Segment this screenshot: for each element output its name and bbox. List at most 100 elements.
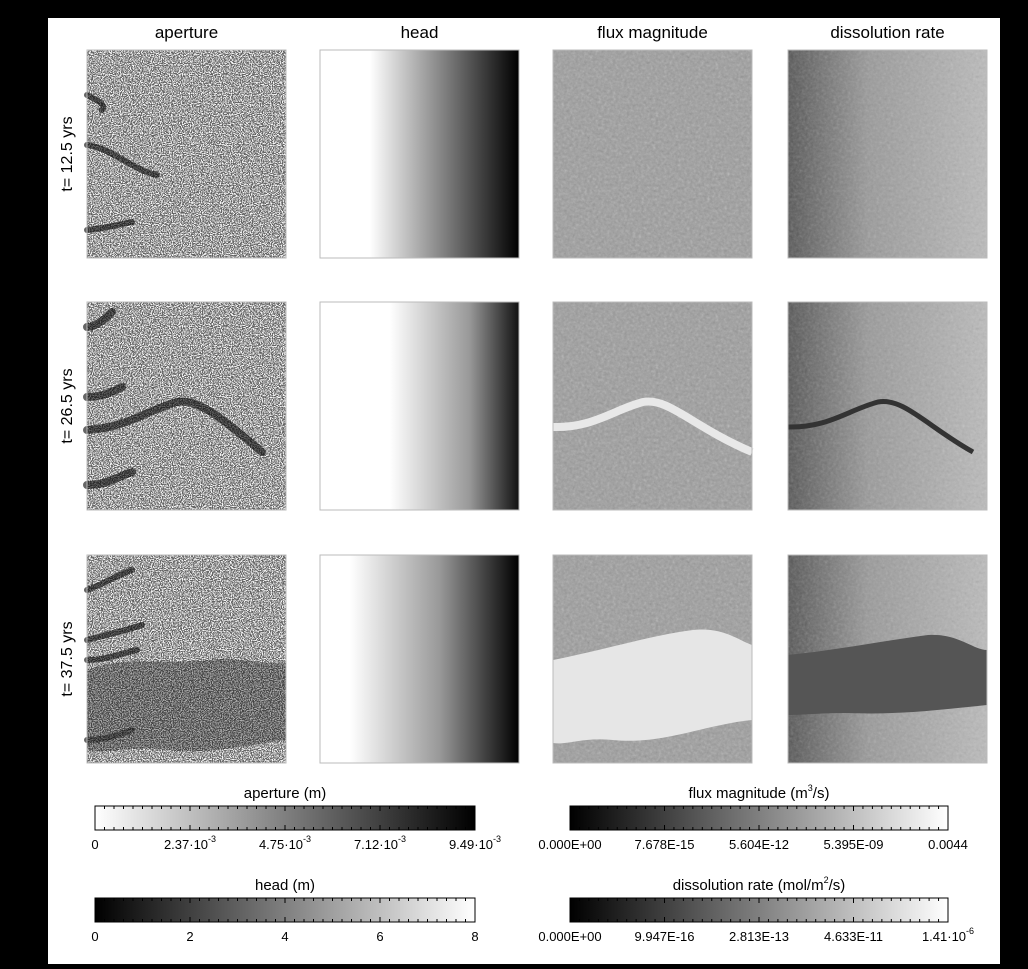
panel-border [86, 554, 287, 764]
colorbar-tick-label: 0 [91, 837, 98, 852]
panel-border [319, 49, 520, 259]
colorbar-title-part: aperture (m) [244, 785, 327, 802]
colorbar-title: aperture (m) [244, 785, 327, 802]
colorbar-tick-label-part: 0.000E+00 [538, 929, 601, 944]
colorbar-title-part: flux magnitude (m [689, 785, 808, 802]
panel-border [86, 49, 287, 259]
colorbar-tick-label-part: -3 [493, 834, 501, 844]
colorbar-tick-label: 4.75·10-3 [259, 834, 311, 852]
panel [787, 554, 988, 764]
colorbar-tick-label-part: 0.000E+00 [538, 837, 601, 852]
panel-speckle [87, 555, 286, 763]
panel [84, 554, 287, 764]
colorbar-tick-label: 5.604E-12 [729, 837, 789, 852]
colorbar-title-part: head (m) [255, 877, 315, 894]
colorbar-tick-label-part: 7.678E-15 [635, 837, 695, 852]
colorbar-title: flux magnitude (m3/s) [689, 783, 830, 802]
colorbar-title-part: /s) [813, 785, 830, 802]
colorbar-tick-label: 2.813E-13 [729, 929, 789, 944]
colorbar-tick-label-part: 1.41·10 [922, 929, 966, 944]
colorbar-tick-label: 4.633E-11 [824, 929, 883, 944]
panel-image [320, 50, 519, 258]
colorbar-tick-label: 1.41·10-6 [922, 926, 974, 944]
colorbar-title: head (m) [255, 877, 315, 894]
panel-border [319, 554, 520, 764]
colorbar-tick-label: 9.947E-16 [635, 929, 695, 944]
panel-border [552, 49, 753, 259]
row-label: t= 37.5 yrs [59, 621, 76, 696]
panel [552, 49, 753, 259]
colorbar-tick-label-part: 4.75·10 [259, 837, 303, 852]
colorbar-tick-label-part: 2 [186, 929, 193, 944]
panel-image [320, 555, 519, 763]
panel-border [552, 301, 753, 511]
panel [552, 554, 753, 764]
colorbar-tick-label: 6 [376, 929, 383, 944]
colorbar-tick-label-part: 9.947E-16 [635, 929, 695, 944]
colorbar-title-part: dissolution rate (mol/m [673, 877, 824, 894]
colorbar-tick-label-part: 5.604E-12 [729, 837, 789, 852]
colorbar-tick-label-part: -3 [208, 834, 216, 844]
colorbar-title-part: 2 [824, 875, 829, 885]
panel [552, 301, 754, 511]
panel [84, 49, 287, 259]
colorbar-tick-label: 9.49·10-3 [449, 834, 501, 852]
colorbar-tick-label-part: -3 [303, 834, 311, 844]
colorbar-tick-label-part: 6 [376, 929, 383, 944]
panel [319, 301, 520, 511]
column-header: flux magnitude [597, 23, 708, 42]
flux-channel [552, 397, 754, 456]
panel [319, 49, 520, 259]
colorbar-tick-label-part: 5.395E-09 [824, 837, 884, 852]
colorbar-tick-label-part: 4 [281, 929, 288, 944]
colorbar-tick-label: 7.12·10-3 [354, 834, 406, 852]
column-header: head [401, 23, 439, 42]
colorbar-tick-label-part: 9.49·10 [449, 837, 493, 852]
colorbar-tick-label: 2.37·10-3 [164, 834, 216, 852]
colorbar-tick-label: 7.678E-15 [635, 837, 695, 852]
panel [83, 301, 287, 511]
colorbar-tick-label: 0 [91, 929, 98, 944]
colorbar-tick-label-part: 0 [91, 837, 98, 852]
colorbar-tick-label: 0.0044 [928, 837, 968, 852]
colorbar-tick-label: 2 [186, 929, 193, 944]
panel [787, 49, 988, 259]
panel [319, 554, 520, 764]
colorbar-tick-label-part: 2.37·10 [164, 837, 208, 852]
panel-border [787, 554, 988, 764]
dissolution-region [788, 634, 987, 715]
panel-border [552, 554, 753, 764]
dissolution-channel [787, 398, 975, 455]
colorbar-title-part: /s) [829, 877, 846, 894]
colorbar-tick-label-part: 0.0044 [928, 837, 968, 852]
colorbar-tick-label-part: -6 [966, 926, 974, 936]
panel-border [86, 301, 287, 511]
panel-image [320, 302, 519, 510]
panel-texture [553, 50, 752, 258]
colorbar-title: dissolution rate (mol/m2/s) [673, 875, 846, 894]
colorbar-tick-label: 8 [471, 929, 478, 944]
colorbar-title-part: 3 [808, 783, 813, 793]
panel [787, 301, 988, 511]
colorbar-tick-label-part: 8 [471, 929, 478, 944]
panel-speckle [87, 50, 286, 258]
panel-speckle [87, 302, 286, 510]
panel-texture [553, 302, 752, 510]
panel-border [787, 49, 988, 259]
colorbar-tick-label: 0.000E+00 [538, 837, 601, 852]
row-label: t= 12.5 yrs [59, 116, 76, 191]
flux-region [553, 629, 752, 744]
panel-texture [788, 50, 987, 258]
colorbar-tick-label-part: 2.813E-13 [729, 929, 789, 944]
colorbar-tick-label-part: 4.633E-11 [824, 929, 883, 944]
panel-border [787, 301, 988, 511]
colorbar-tick-label: 5.395E-09 [824, 837, 884, 852]
panel-texture [788, 302, 987, 510]
colorbar-tick-label-part: -3 [398, 834, 406, 844]
column-header: aperture [155, 23, 218, 42]
colorbar-tick-label-part: 7.12·10 [354, 837, 398, 852]
row-label: t= 26.5 yrs [59, 368, 76, 443]
panel-border [319, 301, 520, 511]
colorbar-tick-label: 0.000E+00 [538, 929, 601, 944]
